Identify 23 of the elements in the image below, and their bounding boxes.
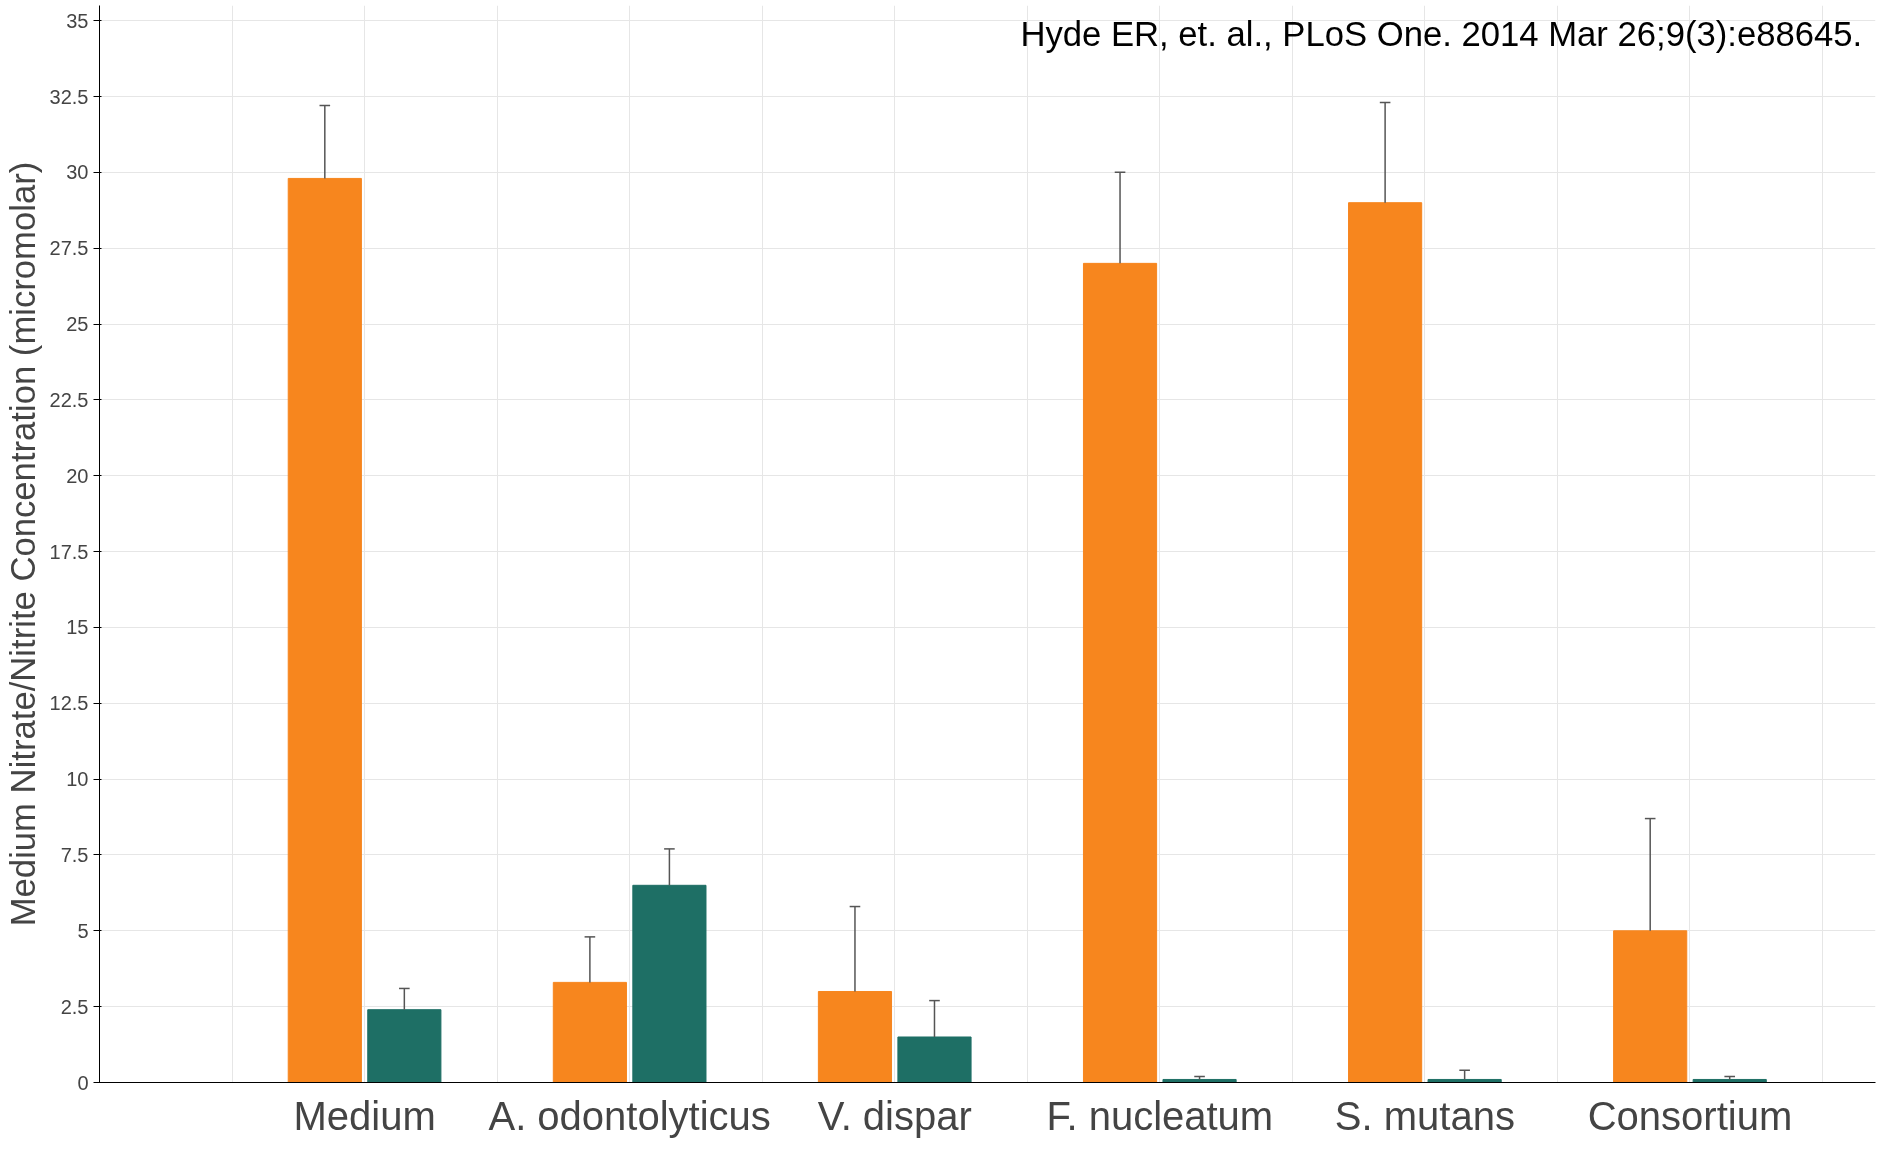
x-tick-label: A. odontolyticus [488, 1093, 771, 1138]
annotation: Hyde ER, et. al., PLoS One. 2014 Mar 26;9(3):e88645. [1020, 14, 1863, 53]
y-tick-label: 15 [66, 616, 89, 639]
x-tick-label: F. nucleatum [1046, 1093, 1274, 1138]
y-tick-label: 7.5 [60, 843, 89, 866]
y-tick-label: 22.5 [49, 388, 89, 411]
x-tick-label: S. mutans [1334, 1093, 1515, 1138]
y-tick-label: 20 [66, 464, 89, 487]
y-tick-label: 12.5 [49, 692, 89, 715]
y-tick-label: 30 [66, 161, 89, 184]
y-tick-label: 2.5 [60, 995, 89, 1018]
x-tick-label: V. dispar [817, 1093, 972, 1138]
y-tick-label: 10 [66, 768, 89, 791]
y-axis-title: Medium Nitrate/Nitrite Concentration (micromolar) [3, 161, 42, 927]
y-tick-label: 27.5 [49, 237, 89, 260]
x-tick-label: Consortium [1587, 1093, 1793, 1138]
y-tick-label: 35 [66, 9, 89, 32]
y-tick-label: 17.5 [49, 540, 89, 563]
x-tick-label: Medium [293, 1093, 436, 1138]
y-tick-label: 5 [77, 919, 89, 942]
y-tick-label: 32.5 [49, 85, 89, 108]
y-tick-label: 0 [77, 1071, 89, 1094]
y-tick-label: 25 [66, 313, 89, 336]
